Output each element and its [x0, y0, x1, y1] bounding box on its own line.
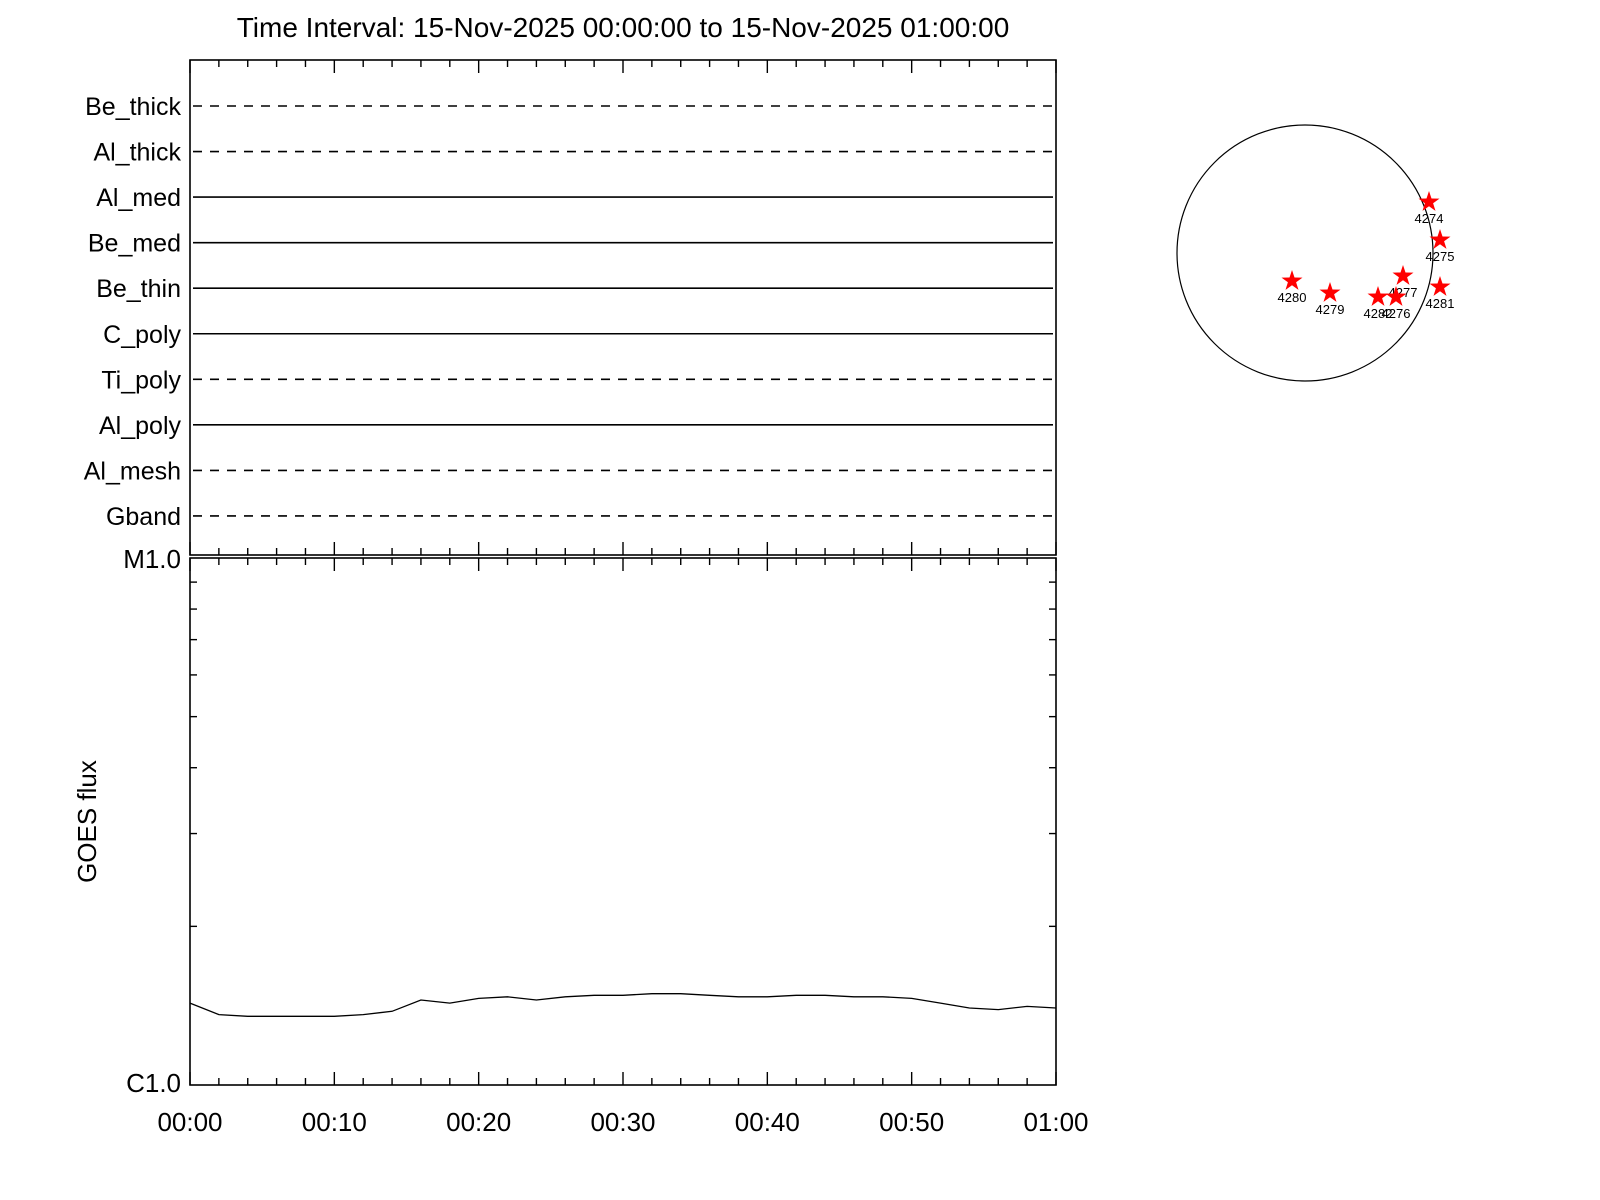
filter-label: Be_med: [88, 230, 181, 258]
goes-ylabel: GOES flux: [72, 760, 102, 883]
x-tick-label: 00:20: [446, 1107, 511, 1137]
active-region-label: 4282: [1364, 306, 1393, 321]
x-tick-label: 00:40: [735, 1107, 800, 1137]
plot-title: Time Interval: 15-Nov-2025 00:00:00 to 1…: [236, 12, 1010, 43]
active-region-star: [1418, 191, 1440, 211]
x-tick-label: 00:30: [590, 1107, 655, 1137]
x-tick-label: 00:00: [157, 1107, 222, 1137]
timeline-panel-border: [189, 59, 1057, 556]
goes-panel-border: [189, 557, 1057, 1086]
active-region-label: 4275: [1426, 249, 1455, 264]
active-region-star: [1385, 286, 1407, 306]
active-region-label: 4281: [1426, 296, 1455, 311]
filter-label: Gband: [106, 503, 181, 531]
active-region-label: 4280: [1278, 290, 1307, 305]
active-region-star: [1392, 265, 1414, 285]
y-tick-label: M1.0: [123, 544, 181, 574]
active-region-star: [1319, 282, 1341, 302]
active-region-star: [1281, 270, 1303, 290]
filter-timeline-panel: Be_thick Al_thick Al_med Be_med Be_thin C_pol…: [84, 59, 1057, 556]
filter-label: Be_thin: [96, 275, 181, 303]
active-region-star: [1429, 276, 1451, 296]
x-tick-label: 01:00: [1023, 1107, 1088, 1137]
goes-flux-line: [189, 993, 1057, 1017]
filter-label: Al_poly: [99, 412, 181, 440]
solar-disk-circle: [1176, 124, 1434, 382]
active-region-star: [1367, 286, 1389, 306]
filter-label: Al_thick: [93, 139, 181, 167]
active-region-label: 4276: [1382, 306, 1411, 321]
active-region-label: 4274: [1415, 211, 1444, 226]
filter-label: Al_mesh: [84, 457, 181, 485]
active-region-label: 4279: [1316, 302, 1345, 317]
filter-label: C_poly: [103, 321, 181, 349]
active-region-star: [1429, 229, 1451, 249]
filter-label: Be_thick: [85, 93, 181, 121]
filter-label: Al_med: [96, 184, 181, 212]
x-tick-label: 00:50: [879, 1107, 944, 1137]
y-tick-label: C1.0: [126, 1068, 181, 1098]
filter-label: Ti_poly: [101, 366, 181, 394]
goes-flux-panel: M1.0 C1.0 00:00 00:10 00:20 00:30 00:40 00:50 01…: [72, 544, 1089, 1137]
x-tick-label: 00:10: [302, 1107, 367, 1137]
